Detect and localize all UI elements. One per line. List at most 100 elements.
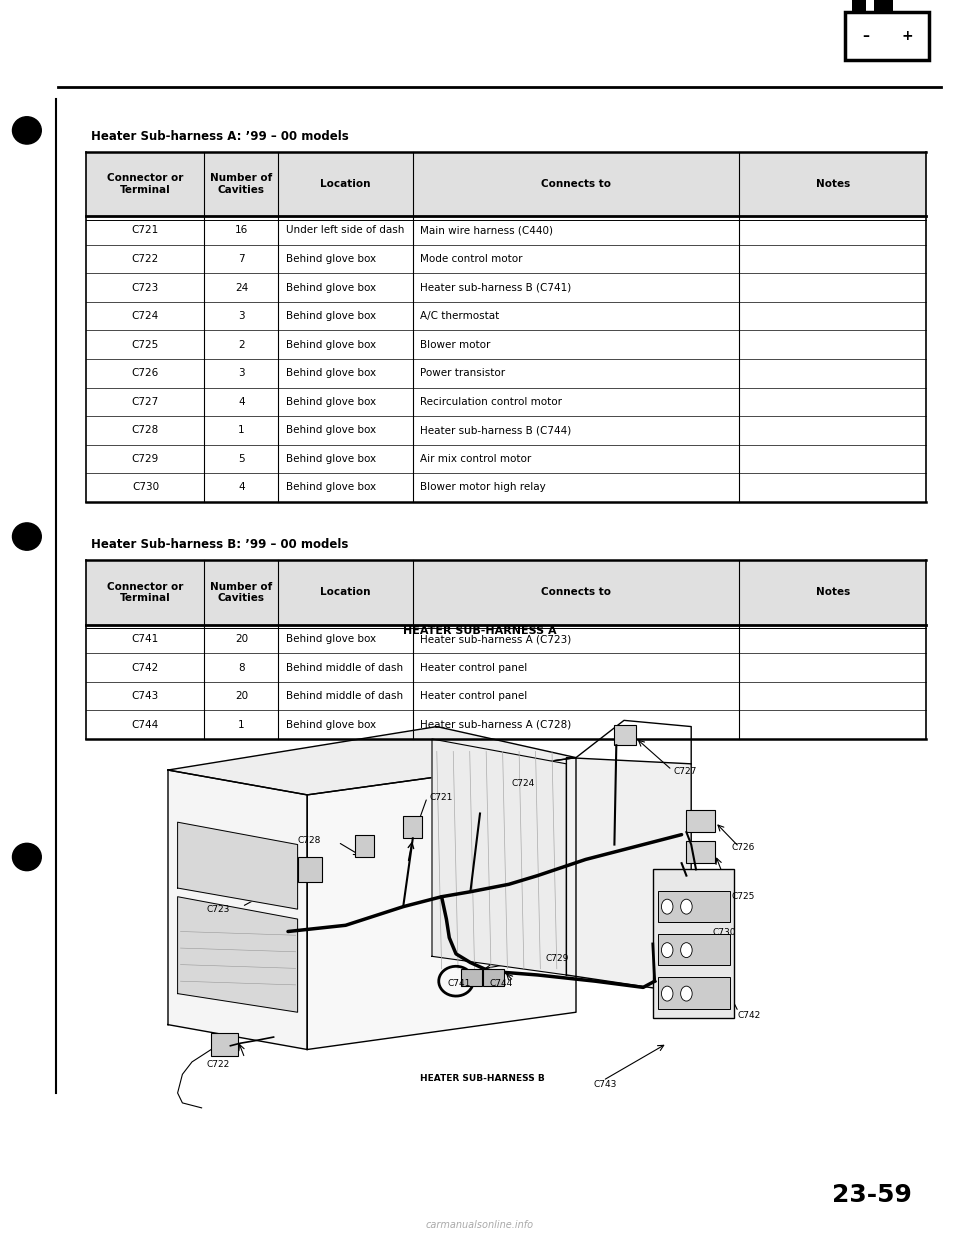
Bar: [658, 977, 730, 1009]
Text: C723: C723: [132, 282, 159, 293]
Text: Behind glove box: Behind glove box: [286, 396, 376, 407]
Text: C721: C721: [429, 792, 452, 802]
Text: C724: C724: [132, 310, 159, 322]
Bar: [461, 969, 482, 986]
Bar: [86, 560, 926, 625]
Text: Location: Location: [321, 179, 371, 189]
Text: C723: C723: [206, 904, 229, 914]
Polygon shape: [178, 897, 298, 1012]
Text: carmanualsonline.info: carmanualsonline.info: [426, 1220, 534, 1230]
Text: HEATER SUB-HARNESS A: HEATER SUB-HARNESS A: [403, 626, 557, 636]
Text: C730: C730: [132, 482, 159, 493]
Text: Behind glove box: Behind glove box: [286, 482, 376, 493]
Text: Main wire harness (C440): Main wire harness (C440): [420, 225, 554, 236]
Bar: [658, 891, 730, 922]
Text: Behind glove box: Behind glove box: [286, 719, 376, 730]
Text: 5: 5: [238, 453, 245, 465]
Text: C728: C728: [132, 425, 159, 436]
Text: Connects to: Connects to: [541, 179, 611, 189]
Text: Heater sub-harness A (C723): Heater sub-harness A (C723): [420, 633, 572, 645]
Text: Heater control panel: Heater control panel: [420, 662, 528, 673]
Text: 7: 7: [238, 253, 245, 265]
Bar: [845, 12, 929, 60]
Text: C722: C722: [132, 253, 159, 265]
Text: Connector or
Terminal: Connector or Terminal: [108, 581, 183, 604]
Bar: [658, 934, 730, 965]
Bar: [874, 0, 893, 12]
Bar: [686, 841, 715, 863]
Text: Behind middle of dash: Behind middle of dash: [286, 691, 403, 702]
Bar: [686, 874, 710, 894]
Text: C729: C729: [132, 453, 159, 465]
Text: Behind glove box: Behind glove box: [286, 282, 376, 293]
Polygon shape: [566, 758, 691, 994]
Polygon shape: [307, 758, 576, 1049]
Text: Number of
Cavities: Number of Cavities: [210, 581, 273, 604]
Text: +: +: [901, 29, 913, 43]
Text: Heater Sub-harness B: ’99 – 00 models: Heater Sub-harness B: ’99 – 00 models: [91, 539, 348, 551]
Ellipse shape: [12, 843, 41, 871]
Bar: [483, 969, 504, 986]
Text: Under left side of dash: Under left side of dash: [286, 225, 404, 236]
Text: Behind glove box: Behind glove box: [286, 310, 376, 322]
Text: Behind glove box: Behind glove box: [286, 253, 376, 265]
Text: C726: C726: [132, 368, 159, 379]
Text: Behind middle of dash: Behind middle of dash: [286, 662, 403, 673]
Bar: [86, 152, 926, 216]
Text: C721: C721: [132, 225, 159, 236]
Text: 3: 3: [238, 368, 245, 379]
Text: 20: 20: [235, 691, 248, 702]
Circle shape: [681, 899, 692, 914]
Text: C742: C742: [132, 662, 159, 673]
Text: Connector or
Terminal: Connector or Terminal: [108, 173, 183, 195]
Ellipse shape: [12, 117, 41, 144]
Text: Behind glove box: Behind glove box: [286, 453, 376, 465]
Polygon shape: [168, 727, 576, 795]
Bar: [614, 725, 636, 745]
Text: Connects to: Connects to: [541, 587, 611, 597]
Circle shape: [661, 943, 673, 958]
Bar: [852, 0, 866, 12]
Text: Heater Sub-harness A: ’99 – 00 models: Heater Sub-harness A: ’99 – 00 models: [91, 130, 348, 143]
Text: C727: C727: [132, 396, 159, 407]
Text: 8: 8: [238, 662, 245, 673]
Text: C743: C743: [132, 691, 159, 702]
Text: HEATER SUB-HARNESS B: HEATER SUB-HARNESS B: [420, 1073, 545, 1083]
Bar: [211, 1033, 238, 1056]
Bar: [86, 560, 926, 739]
Bar: [653, 869, 734, 1018]
Bar: [355, 835, 374, 857]
Text: Behind glove box: Behind glove box: [286, 425, 376, 436]
Polygon shape: [178, 822, 298, 909]
Text: C728: C728: [298, 836, 321, 846]
Text: 4: 4: [238, 396, 245, 407]
Text: Blower motor: Blower motor: [420, 339, 491, 350]
Text: Heater control panel: Heater control panel: [420, 691, 528, 702]
Text: Heater sub-harness B (C741): Heater sub-harness B (C741): [420, 282, 572, 293]
Text: 1: 1: [238, 425, 245, 436]
Circle shape: [681, 943, 692, 958]
Text: C743: C743: [593, 1079, 616, 1089]
Text: Behind glove box: Behind glove box: [286, 339, 376, 350]
Text: –: –: [862, 29, 870, 43]
Text: 20: 20: [235, 633, 248, 645]
Text: Heater sub-harness A (C728): Heater sub-harness A (C728): [420, 719, 572, 730]
Text: C724: C724: [512, 779, 535, 789]
Text: Heater sub-harness B (C744): Heater sub-harness B (C744): [420, 425, 572, 436]
Bar: [403, 816, 422, 838]
Text: C730: C730: [712, 928, 735, 938]
Text: Blower motor high relay: Blower motor high relay: [420, 482, 546, 493]
Polygon shape: [432, 739, 566, 975]
Bar: [686, 810, 715, 832]
Bar: [298, 857, 322, 882]
Polygon shape: [168, 770, 307, 1049]
Text: Location: Location: [321, 587, 371, 597]
Text: C729: C729: [545, 954, 568, 964]
Text: Behind glove box: Behind glove box: [286, 633, 376, 645]
Text: C725: C725: [132, 339, 159, 350]
Circle shape: [661, 986, 673, 1001]
Ellipse shape: [12, 523, 41, 550]
Circle shape: [681, 986, 692, 1001]
Text: Recirculation control motor: Recirculation control motor: [420, 396, 563, 407]
Text: C741: C741: [447, 979, 470, 989]
